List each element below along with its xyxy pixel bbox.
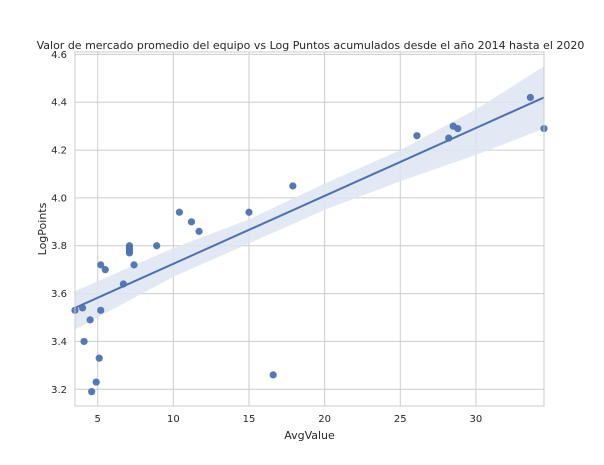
data-point (289, 182, 297, 190)
chart-title: Valor de mercado promedio del equipo vs … (37, 39, 585, 52)
data-point (413, 132, 421, 140)
y-tick-label: 3.8 (51, 241, 67, 252)
data-point (78, 304, 87, 312)
y-tick-label: 4.0 (51, 193, 67, 204)
data-point (95, 354, 103, 362)
y-tick-label: 3.2 (51, 385, 67, 396)
data-point (88, 388, 96, 396)
data-point (125, 249, 134, 257)
data-point (101, 266, 109, 274)
data-point (80, 337, 88, 346)
data-point (526, 93, 534, 102)
x-tick-label: 25 (394, 414, 407, 425)
data-point (245, 208, 253, 216)
x-axis-label: AvgValue (284, 429, 335, 442)
data-point (153, 242, 161, 250)
x-tick-label: 20 (318, 414, 331, 425)
data-point (445, 134, 453, 142)
data-point (92, 378, 100, 386)
data-point (195, 227, 203, 235)
axes-frame (74, 51, 545, 407)
y-tick-label: 3.6 (51, 289, 67, 300)
x-tick-labels: 5 10 15 20 25 30 (95, 414, 483, 425)
data-point (130, 261, 138, 269)
x-tick-label: 30 (470, 414, 483, 425)
data-point (86, 316, 94, 324)
regression-line (74, 96, 545, 309)
data-point (97, 306, 105, 314)
data-point (269, 371, 277, 379)
y-tick-labels: 3.2 3.4 3.6 3.8 4.0 4.2 4.4 4.6 (51, 50, 67, 396)
confidence-band (75, 66, 544, 330)
data-point (97, 261, 105, 269)
data-point (119, 280, 128, 288)
x-tick-label: 10 (167, 414, 180, 425)
data-point (454, 124, 462, 133)
y-axis-label: LogPoints (36, 202, 49, 255)
y-tick-label: 4.2 (51, 146, 67, 157)
x-tick-label: 5 (95, 414, 101, 425)
data-point (175, 208, 183, 216)
y-tick-label: 4.4 (51, 98, 67, 109)
data-points (71, 93, 548, 396)
y-tick-label: 3.4 (51, 337, 67, 348)
x-tick-label: 15 (243, 414, 256, 425)
data-point (187, 218, 196, 226)
y-tick-label: 4.6 (51, 50, 67, 61)
